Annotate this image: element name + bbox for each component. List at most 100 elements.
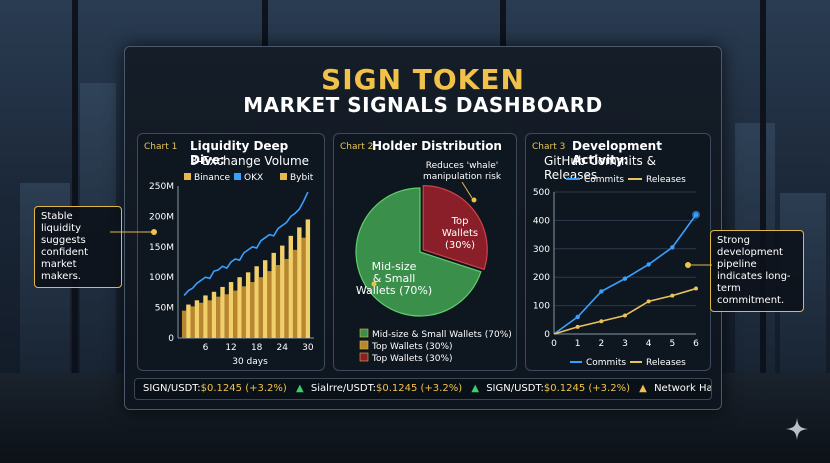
chart1-bar-bybit: [305, 219, 311, 338]
chart1-subtitle: 3-Exchange Volume: [190, 154, 310, 168]
chart1-y-tick-label: 150M: [149, 243, 174, 253]
chart3-x-tick-label: 3: [622, 339, 628, 349]
chart3-callout-connector: [685, 262, 712, 268]
chart1-x-axis-label: 30 days: [232, 357, 268, 367]
chart3-card: Chart 3 Development Activity: GitHub Com…: [525, 133, 711, 371]
chart1-y-tick-label: 250M: [149, 182, 174, 192]
pie-label-mid-small-wallets: Mid-size: [372, 260, 417, 273]
pie-legend-label: Top Wallets (30%): [371, 354, 453, 364]
chart1-bar-bybit: [245, 272, 251, 338]
chart1-y-tick-label: 100M: [149, 273, 174, 283]
chart2-card: Chart 2 Holder Distribution Top Wallets (3…: [333, 133, 517, 371]
chart1-bar-binance: [250, 282, 255, 338]
chart1-x-tick-label: 30: [302, 343, 314, 353]
chart2-title: Holder Distribution: [372, 139, 502, 153]
ticker-item-4-label: Network Hashrate: 512 TH/s: [654, 383, 712, 394]
chart3-point-releases: [694, 286, 698, 291]
pie-label-top-wallets: (30%): [445, 240, 475, 251]
chart1-bar-bybit: [288, 235, 293, 338]
chart1-bar-bybit: [237, 277, 242, 338]
pie-slice-top-wallets: [422, 185, 488, 271]
pie-annotation: manipulation risk: [423, 172, 502, 182]
up-arrow-icon: ▲: [639, 383, 647, 394]
chart3-y-tick-label: 300: [533, 245, 550, 255]
ticker-item-1-value: $0.1245 (+3.2%): [200, 383, 287, 394]
pie-label-top-wallets: Wallets: [442, 228, 478, 239]
chart3-title: Development Activity:: [572, 139, 662, 167]
chart3-legend-label: Commits: [584, 175, 624, 185]
chart1-bar-binance: [199, 302, 204, 338]
chart3-bottom-legend-label: Releases: [646, 358, 686, 368]
chart3-subtitle: GitHub Commits & Releases: [544, 154, 656, 182]
chart1-bar-bybit: [297, 227, 302, 338]
chart1-x-tick-label: 12: [225, 343, 236, 353]
chart1-bar-binance: [233, 290, 238, 338]
chart1-callout-connector: [110, 229, 157, 235]
chart1-bar-binance: [216, 296, 221, 338]
chart1-bar-binance: [301, 237, 306, 338]
chart1-y-tick-label: 0: [168, 334, 174, 344]
ticker-item-2-value: $0.1245 (+3.2%): [376, 383, 463, 394]
chart3-line-releases: [553, 287, 697, 335]
chart1-number: Chart 1: [144, 142, 178, 152]
chart1-legend-label: OKX: [244, 173, 263, 183]
chart3-x-tick-label: 6: [693, 339, 699, 349]
pie-label-top-wallets: Top: [451, 216, 469, 227]
chart1-legend-swatch: [234, 173, 241, 180]
chart3-svg: Commits Releases 0 100 200 300 400 500 0 1 2 3 4 5 6 Co…: [533, 175, 700, 368]
ticker-item-1-label: SIGN/USDT:: [143, 383, 201, 394]
chart1-bar-binance: [292, 249, 298, 338]
chart3-x-tick-label: 5: [669, 339, 675, 349]
chart1-svg: Binance OKX Bybit 0 50M 100M 150M 200M 250M 6 12 18…: [149, 173, 314, 367]
chart3-point-releases: [623, 313, 627, 318]
pie-legend-swatch: [359, 340, 369, 350]
chart3-point-commits: [575, 314, 580, 320]
chart3-y-tick-label: 400: [533, 216, 550, 226]
chart1-bar-binance: [190, 306, 195, 338]
chart1-card: Chart 1 Liquidity Deep Dive: 3-Exchange …: [137, 133, 325, 371]
chart1-x-tick-label: 6: [203, 343, 209, 353]
chart3-y-tick-label: 0: [544, 330, 550, 340]
chart1-y-tick-label: 50M: [155, 304, 174, 314]
ticker-item-2-label: Sialrre/USDT:: [310, 383, 376, 394]
ticker-item-3-label: SIGN/USDT:: [486, 383, 544, 394]
price-ticker: SIGN/USDT: $0.1245 (+3.2%) ▲ Sialrre/USD…: [134, 378, 712, 400]
chart3-point-commits: [622, 276, 628, 281]
up-arrow-icon: ▲: [471, 383, 480, 394]
chart1-bar-binance: [224, 294, 229, 338]
pie-label-mid-small-wallets: & Small: [373, 272, 416, 285]
chart1-bar-binance: [207, 300, 212, 338]
chart3-x-tick-label: 1: [575, 339, 581, 349]
chart1-bar-bybit: [280, 245, 285, 338]
chart3-point-commits: [599, 289, 604, 294]
chart1-legend-label: Bybit: [290, 173, 314, 183]
chart3-x-tick-label: 0: [551, 339, 557, 349]
chart1-legend-label: Binance: [194, 173, 231, 183]
chart1-line-okx: [183, 191, 309, 296]
chart1-bar-bybit: [186, 304, 191, 338]
chart1-x-tick-label: 18: [251, 343, 263, 353]
chart3-callout: Strong development pipeline indicates lo…: [710, 230, 804, 312]
chart3-legend-label: Releases: [646, 175, 686, 185]
chart3-x-tick-label: 4: [646, 339, 652, 349]
chart3-x-tick-label: 2: [598, 339, 604, 349]
chart3-number: Chart 3: [532, 142, 566, 152]
chart2-number: Chart 2: [340, 142, 374, 152]
chart3-point-releases: [670, 293, 675, 298]
chart3-y-tick-label: 100: [533, 302, 550, 312]
pie-annotation-connector: [461, 181, 473, 199]
chart1-legend-swatch: [184, 173, 191, 180]
chart3-point-commits: [646, 262, 651, 267]
chart1-bar-binance: [258, 277, 264, 338]
chart1-bar-binance: [275, 265, 281, 338]
chart1-legend-swatch: [280, 173, 287, 180]
pie-legend-label: Top Wallets (30%): [371, 342, 453, 352]
pie-label-mid-small-wallets: Wallets (70%): [356, 284, 432, 297]
pie-legend-swatch: [359, 352, 369, 362]
chart1-bar-bybit: [203, 295, 208, 338]
chart3-y-tick-label: 200: [533, 273, 550, 283]
chart1-bar-binance: [284, 258, 289, 338]
pie-slice-mid-small-wallets: [355, 187, 482, 317]
chart3-point-releases: [599, 319, 604, 324]
